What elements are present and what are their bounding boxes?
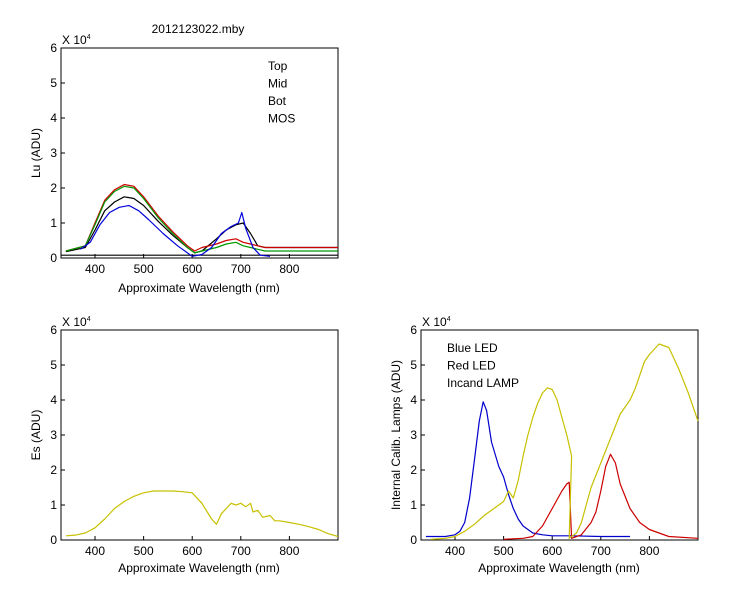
y-tick-label-es: 6 bbox=[50, 323, 57, 337]
y-tick-label-es: 4 bbox=[50, 393, 57, 407]
x-tick-label-lu: 800 bbox=[279, 262, 299, 276]
series-line-incand-lamp bbox=[430, 343, 699, 540]
x-tick-label-lamps: 500 bbox=[494, 544, 514, 558]
legend-entry-mos: MOS bbox=[268, 112, 295, 126]
y-axis-label-lu: Lu (ADU) bbox=[29, 128, 43, 178]
y-tick-label-es: 3 bbox=[50, 428, 57, 442]
series-line-blue-led bbox=[425, 401, 630, 538]
y-tick-label-lu: 4 bbox=[50, 111, 57, 125]
legend-entry-incand-lamp: Incand LAMP bbox=[447, 376, 519, 390]
x-tick-label-es: 400 bbox=[85, 544, 105, 558]
y-tick-label-es: 0 bbox=[50, 533, 57, 547]
x-tick-label-lu: 700 bbox=[231, 262, 251, 276]
legend-entry-bot: Bot bbox=[268, 94, 287, 108]
y-tick-label-lamps: 3 bbox=[410, 428, 417, 442]
axis-ticks-lu: 400 500 600 700 800 0 1 2 3 4 5 6 bbox=[50, 41, 299, 276]
x-axis-label-lu: Approximate Wavelength (nm) bbox=[118, 281, 280, 295]
x-tick-label-es: 600 bbox=[182, 544, 202, 558]
x-tick-label-lu: 600 bbox=[182, 262, 202, 276]
y-tick-label-lu: 1 bbox=[50, 216, 57, 230]
y-tick-label-es: 1 bbox=[50, 498, 57, 512]
exponent-label-es: X 104 bbox=[62, 315, 91, 329]
panel-es: X 104 Approximate Wavelength (nm) Es (AD… bbox=[29, 315, 339, 575]
series-line-red-led bbox=[503, 453, 699, 540]
y-tick-label-lamps: 1 bbox=[410, 498, 417, 512]
y-tick-label-lamps: 5 bbox=[410, 358, 417, 372]
y-tick-label-es: 5 bbox=[50, 358, 57, 372]
panel-lamps: X 104 Approximate Wavelength (nm) Intern… bbox=[389, 315, 699, 575]
x-tick-label-lamps: 600 bbox=[542, 544, 562, 558]
y-tick-label-lu: 3 bbox=[50, 146, 57, 160]
series-line-bot bbox=[65, 185, 338, 254]
x-axis-label-lamps: Approximate Wavelength (nm) bbox=[478, 561, 640, 575]
axis-ticks-es: 400 500 600 700 800 0 1 2 3 4 5 6 bbox=[50, 323, 299, 558]
legend-entry-red-led: Red LED bbox=[447, 359, 496, 373]
x-tick-label-lamps: 400 bbox=[445, 544, 465, 558]
y-tick-label-lu: 2 bbox=[50, 181, 57, 195]
y-tick-label-lamps: 0 bbox=[410, 533, 417, 547]
legend-lamps: Blue LED Red LED Incand LAMP bbox=[447, 341, 519, 390]
legend-entry-mid: Mid bbox=[268, 77, 287, 91]
legend-entry-blue-led: Blue LED bbox=[447, 341, 498, 355]
x-tick-label-lamps: 800 bbox=[639, 544, 659, 558]
series-lines-lu bbox=[61, 183, 338, 257]
x-tick-label-lamps: 700 bbox=[591, 544, 611, 558]
y-tick-label-es: 2 bbox=[50, 463, 57, 477]
x-tick-label-es: 500 bbox=[134, 544, 154, 558]
x-tick-label-lu: 400 bbox=[85, 262, 105, 276]
y-tick-label-lu: 0 bbox=[50, 251, 57, 265]
series-lines-lamps bbox=[425, 343, 699, 540]
y-axis-label-lamps: Internal Calib. Lamps (ADU) bbox=[389, 360, 403, 510]
plot-frame-es bbox=[60, 329, 339, 541]
legend-lu: Top Mid Bot MOS bbox=[268, 59, 295, 126]
series-line-es-0 bbox=[65, 490, 339, 538]
y-tick-label-lu: 6 bbox=[50, 41, 57, 55]
x-axis-label-es: Approximate Wavelength (nm) bbox=[118, 561, 280, 575]
y-tick-label-lamps: 4 bbox=[410, 393, 417, 407]
y-tick-label-lamps: 6 bbox=[410, 323, 417, 337]
exponent-label-lu: X 104 bbox=[62, 33, 91, 47]
series-lines-es bbox=[65, 490, 339, 538]
figure-title: 2012123022.mby bbox=[152, 22, 245, 36]
plot-frame-lu bbox=[60, 47, 339, 259]
x-tick-label-es: 800 bbox=[279, 544, 299, 558]
y-tick-label-lamps: 2 bbox=[410, 463, 417, 477]
series-line-mid bbox=[65, 183, 338, 252]
exponent-label-lamps: X 104 bbox=[422, 315, 451, 329]
y-tick-label-lu: 5 bbox=[50, 76, 57, 90]
series-line-mos bbox=[80, 204, 271, 257]
panel-lu: X 104 Approximate Wavelength (nm) Lu (AD… bbox=[29, 33, 339, 295]
x-tick-label-lu: 500 bbox=[134, 262, 154, 276]
series-line-top bbox=[65, 196, 338, 254]
x-tick-label-es: 700 bbox=[231, 544, 251, 558]
axis-ticks-lamps: 400 500 600 700 800 0 1 2 3 4 5 6 bbox=[410, 323, 659, 558]
legend-entry-top: Top bbox=[268, 59, 288, 73]
y-axis-label-es: Es (ADU) bbox=[29, 410, 43, 461]
